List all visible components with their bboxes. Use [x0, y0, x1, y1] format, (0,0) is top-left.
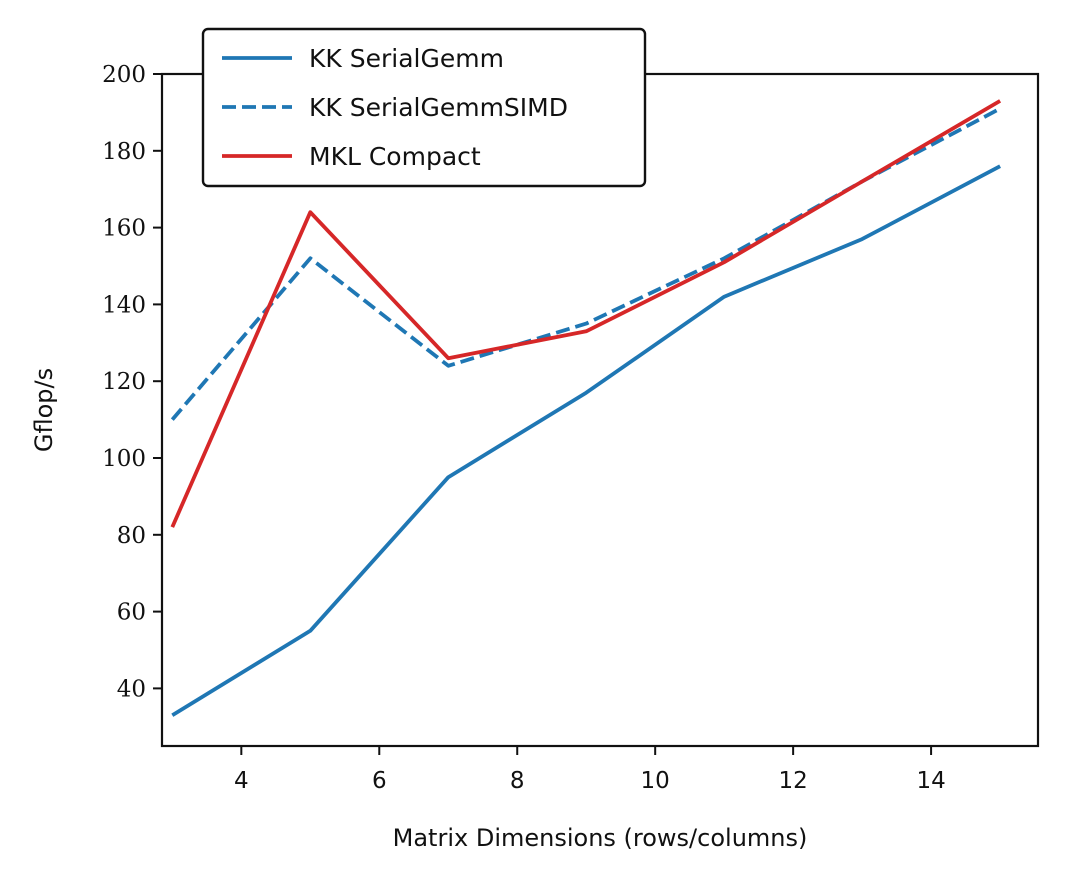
y-axis-label: Gflop/s	[30, 368, 58, 452]
series-line-2	[170, 99, 1002, 528]
x-tick-label: 6	[372, 768, 387, 794]
x-tick-label: 10	[641, 768, 670, 794]
legend-label: KK SerialGemm	[309, 44, 504, 73]
x-tick-label: 12	[778, 768, 807, 794]
x-axis: 4 6 8 10 12 14	[234, 746, 946, 794]
y-tick-label: 180	[102, 139, 146, 165]
legend-box	[201, 27, 647, 188]
legend-label: KK SerialGemmSIMD	[309, 93, 568, 122]
plot-lines	[170, 99, 1002, 717]
legend: KK SerialGemm KK SerialGemmSIMD MKL Compac…	[201, 27, 647, 188]
y-tick-label: 160	[102, 216, 146, 242]
x-tick-label: 14	[916, 768, 945, 794]
x-tick-label: 8	[510, 768, 525, 794]
y-tick-label: 140	[102, 292, 146, 318]
y-tick-label: 80	[117, 523, 146, 549]
y-tick-label: 200	[102, 62, 146, 88]
y-axis: 40 60 80 100 120 140 160 180 200	[102, 62, 162, 702]
series-line-0	[171, 164, 1001, 717]
y-tick-label: 100	[102, 446, 146, 472]
x-tick-label: 4	[234, 768, 249, 794]
y-tick-label: 60	[117, 600, 146, 626]
y-tick-label: 40	[117, 676, 146, 702]
legend-label: MKL Compact	[309, 142, 481, 171]
x-axis-label: Matrix Dimensions (rows/columns)	[393, 824, 808, 852]
y-tick-label: 120	[102, 369, 146, 395]
